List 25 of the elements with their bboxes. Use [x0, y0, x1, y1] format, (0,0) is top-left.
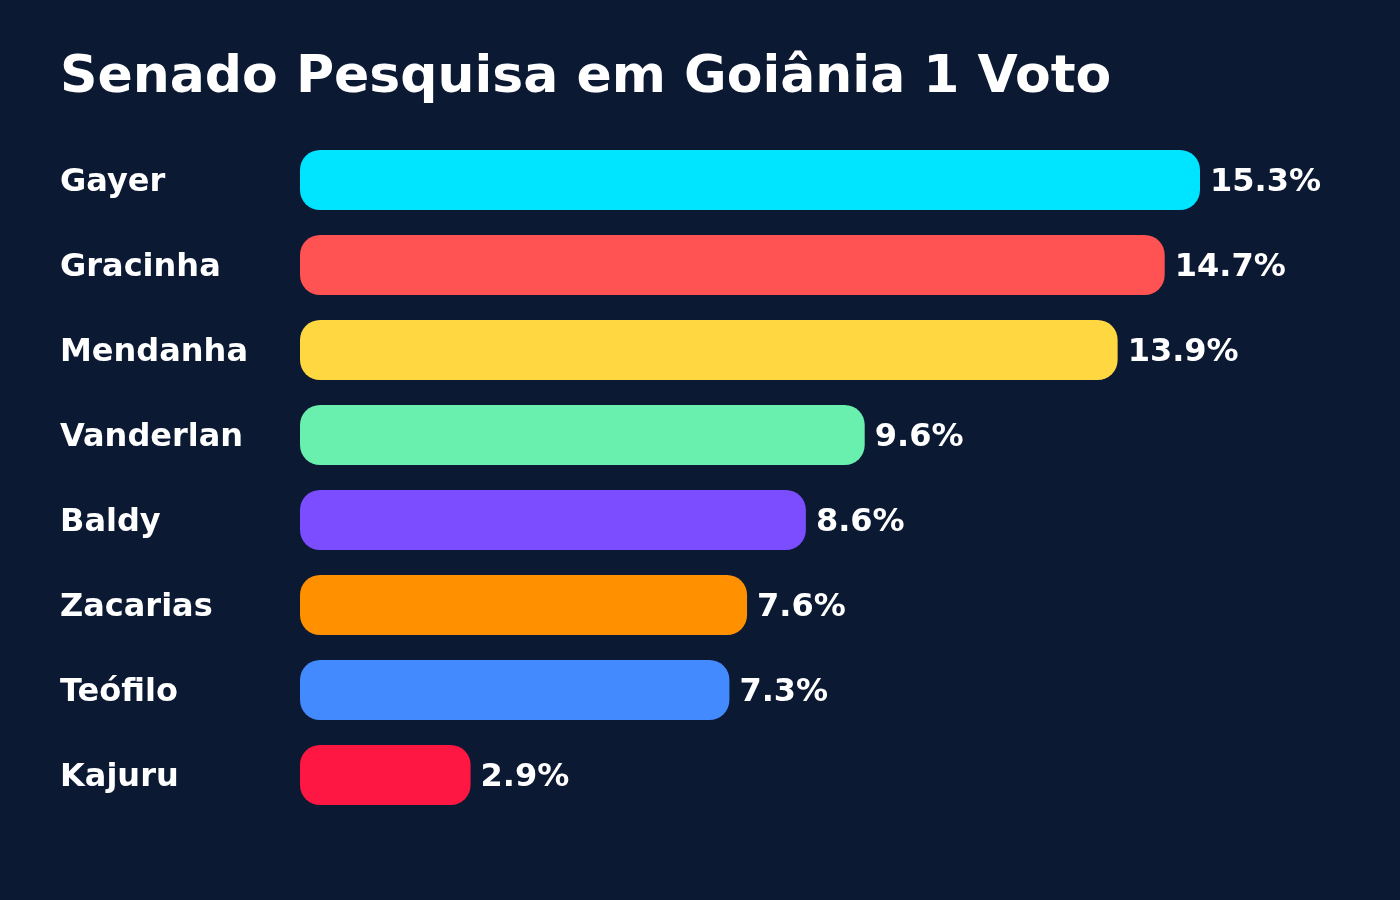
- y-tick-label: Teófilo: [60, 671, 178, 709]
- bar: [300, 320, 1118, 380]
- bar: [300, 490, 806, 550]
- y-tick-label: Gayer: [60, 161, 166, 199]
- bar: [300, 660, 730, 720]
- bar: [300, 150, 1200, 210]
- bar: [300, 745, 471, 805]
- y-tick-label: Gracinha: [60, 246, 221, 284]
- y-tick-label: Mendanha: [60, 331, 248, 369]
- bar: [300, 405, 865, 465]
- data-label: 2.9%: [480, 756, 570, 794]
- chart-title: Senado Pesquisa em Goiânia 1 Voto: [60, 44, 1112, 104]
- y-tick-label: Zacarias: [60, 586, 213, 624]
- bar: [300, 575, 748, 635]
- y-tick-label: Baldy: [60, 501, 161, 539]
- data-label: 7.3%: [739, 671, 829, 709]
- y-tick-label: Kajuru: [60, 756, 179, 794]
- data-label: 14.7%: [1174, 246, 1286, 284]
- data-label: 7.6%: [757, 586, 846, 624]
- data-label: 15.3%: [1210, 161, 1322, 199]
- y-tick-label: Vanderlan: [60, 416, 244, 454]
- bar: [300, 235, 1165, 295]
- data-label: 8.6%: [815, 501, 905, 539]
- data-label: 9.6%: [874, 416, 964, 454]
- data-label: 13.9%: [1127, 331, 1239, 369]
